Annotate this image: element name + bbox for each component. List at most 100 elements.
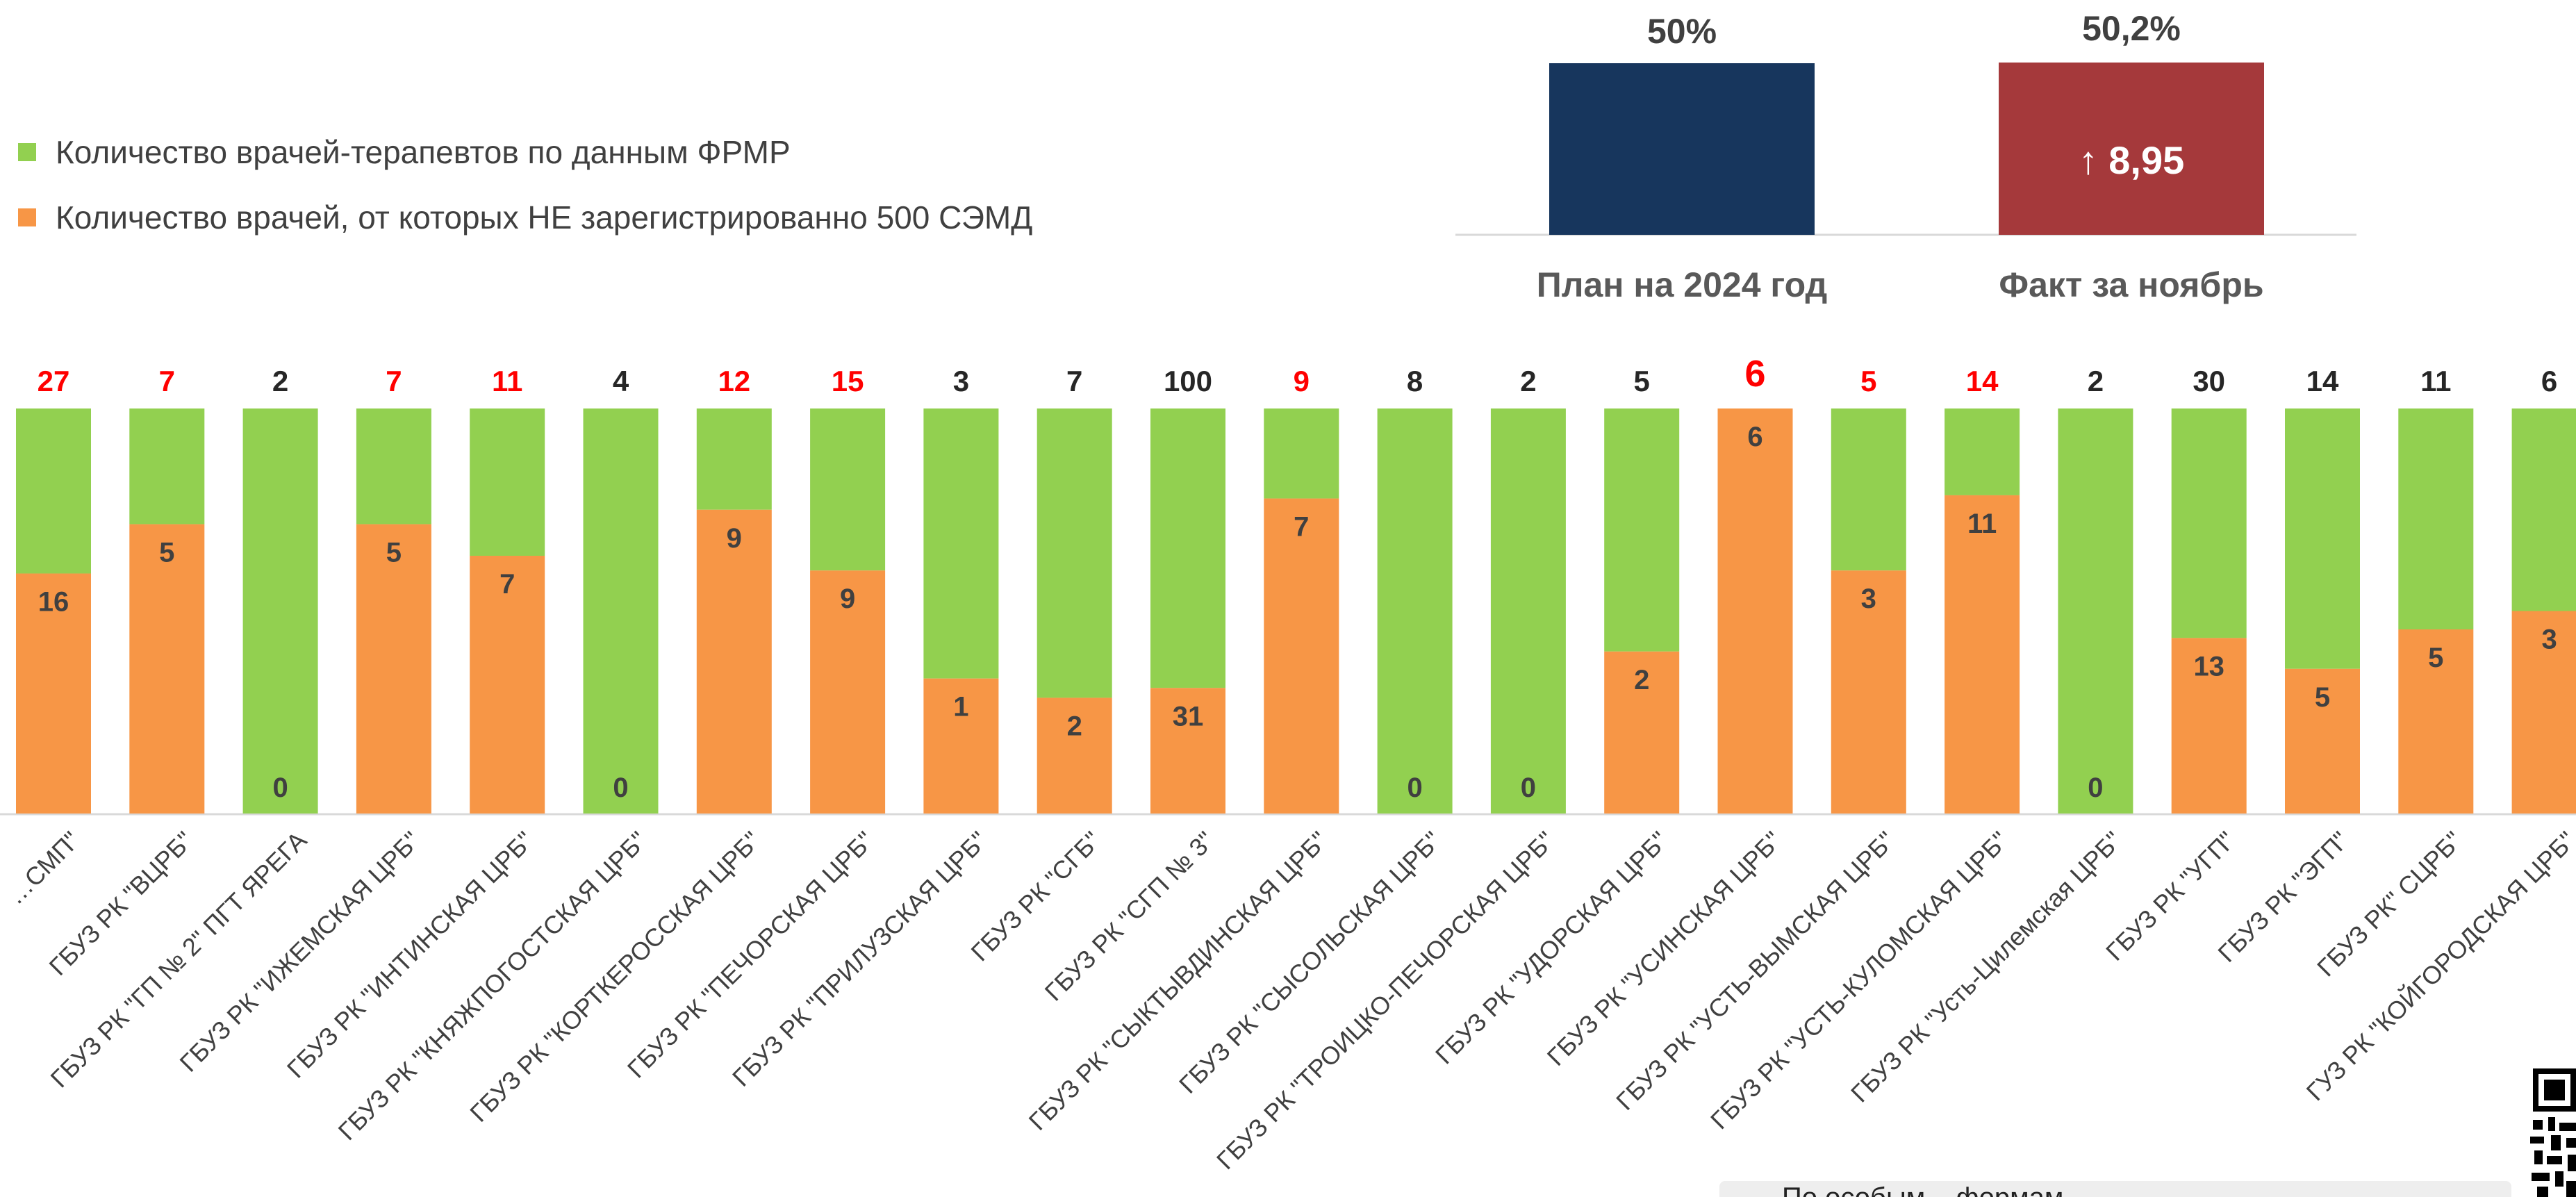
data-label-no-semd: 5 [2315, 682, 2330, 713]
data-label-no-semd: 7 [499, 569, 515, 600]
category-label: ГБУЗ РК "ИЖЕМСКАЯ ЦРБ" [174, 826, 425, 1078]
bar-segment-no-semd [1604, 651, 1680, 814]
total-label: 2 [1520, 365, 1536, 397]
data-label-no-semd: 31 [1173, 701, 1204, 732]
data-label-no-semd: 0 [272, 773, 288, 803]
bar-segment-no-semd [696, 509, 772, 814]
bar-segment-total [2285, 408, 2360, 669]
bar-segment-no-semd [1264, 498, 1339, 814]
data-label-no-semd: 9 [840, 584, 855, 614]
bar-segment-total [2511, 408, 2576, 611]
legend-swatch-orange [18, 208, 36, 226]
total-label: 27 [38, 365, 70, 397]
bar-segment-no-semd [1945, 495, 2020, 814]
qr-code-icon [2530, 1068, 2576, 1197]
category-label: ГБУЗ РК "УДОРСКАЯ ЦРБ" [1430, 826, 1674, 1070]
data-label-no-semd: 5 [159, 538, 174, 568]
bar-segment-total [1604, 408, 1680, 652]
bar-segment-total [2171, 408, 2247, 638]
data-label-no-semd: 7 [1294, 512, 1309, 543]
plan-category-label: План на 2024 год [1537, 265, 1827, 304]
plan-value-label: 50% [1647, 12, 1717, 51]
bar-segment-no-semd [2398, 629, 2474, 814]
data-label-no-semd: 5 [2428, 643, 2443, 673]
category-label: …СМП" [1, 826, 85, 910]
legend-item-orange: Количество врачей, от которых НЕ зарегис… [18, 199, 1032, 236]
legend-item-green: Количество врачей-терапевтов по данным Ф… [18, 133, 791, 171]
bar-segment-no-semd [2171, 638, 2247, 814]
footer-note-box: По особым... формам ... ... ... ... [1719, 1181, 2511, 1197]
bar-segment-no-semd [1717, 408, 1793, 814]
total-label: 3 [953, 365, 969, 397]
total-label: 14 [1966, 365, 1999, 397]
total-label: 15 [832, 365, 864, 397]
total-label: 9 [1294, 365, 1310, 397]
legend-label-orange: Количество врачей, от которых НЕ зарегис… [56, 199, 1033, 236]
bar-segment-total [923, 408, 999, 679]
category-label: ГБУЗ РК "УСИНСКАЯ ЦРБ" [1542, 826, 1787, 1071]
bar-segment-no-semd [923, 678, 999, 814]
bar-segment-total [16, 408, 91, 574]
bar-segment-no-semd [470, 556, 545, 814]
total-label: 2 [2088, 365, 2104, 397]
bar-segment-total [2398, 408, 2474, 629]
fact-bar [1999, 63, 2264, 235]
bar-segment-no-semd [2285, 668, 2360, 814]
data-label-no-semd: 5 [386, 538, 402, 568]
data-label-no-semd: 6 [1747, 422, 1762, 452]
data-label-no-semd: 3 [2541, 625, 2557, 655]
category-label: ГБУЗ РК "ПРИЛУЗСКАЯ ЦРБ" [727, 826, 993, 1092]
category-label: ГБУЗ РК "ПЕЧОРСКАЯ ЦРБ" [622, 826, 880, 1084]
bar-segment-no-semd [810, 570, 886, 814]
total-label: 5 [1634, 365, 1650, 397]
bar-segment-no-semd [1037, 697, 1112, 814]
data-label-no-semd: 11 [1967, 509, 1997, 539]
bar-segment-total [129, 408, 205, 525]
fact-value-label: 50,2% [2082, 9, 2181, 48]
total-label: 11 [492, 365, 522, 397]
bar-segment-total [2058, 408, 2133, 814]
bar-segment-no-semd [1831, 570, 1906, 814]
total-label: 11 [2420, 365, 2451, 397]
bar-segment-total [583, 408, 659, 814]
total-label: 12 [718, 365, 750, 397]
bar-segment-total [1377, 408, 1453, 814]
category-label: ГБУЗ РК "ИНТИНСКАЯ ЦРБ" [281, 826, 539, 1084]
bar-segment-total [356, 408, 431, 525]
data-label-no-semd: 3 [1861, 584, 1876, 614]
bar-segment-total [1037, 408, 1112, 698]
total-label: 30 [2193, 365, 2225, 397]
total-label: 100 [1164, 365, 1212, 397]
bar-segment-no-semd [356, 524, 431, 814]
total-label: 8 [1407, 365, 1423, 397]
fact-delta-label: ↑ 8,95 [2079, 138, 2185, 182]
bar-segment-total [696, 408, 772, 510]
data-label-no-semd: 1 [953, 692, 968, 723]
total-label: 14 [2306, 365, 2339, 397]
data-label-no-semd: 0 [2088, 773, 2103, 803]
bar-segment-total [1264, 408, 1339, 499]
footer-note-text: По особым... формам ... ... ... ... [1782, 1182, 2187, 1197]
bar-segment-total [1945, 408, 2020, 495]
total-label: 5 [1860, 365, 1876, 397]
total-label: 7 [1066, 365, 1082, 397]
bar-segment-total [470, 408, 545, 556]
bar-segment-total [1831, 408, 1906, 571]
bar-segment-no-semd [129, 524, 205, 814]
legend-label-green: Количество врачей-терапевтов по данным Ф… [56, 134, 791, 170]
data-label-no-semd: 2 [1634, 665, 1649, 695]
bar-segment-total [1490, 408, 1566, 814]
data-label-no-semd: 9 [727, 523, 742, 554]
bar-segment-no-semd [1150, 688, 1225, 814]
data-label-no-semd: 2 [1067, 711, 1082, 741]
bar-segment-no-semd [16, 573, 91, 814]
plan-bar [1549, 63, 1815, 235]
total-label: 7 [159, 365, 175, 397]
total-label: 6 [1744, 353, 1765, 395]
data-label-no-semd: 0 [1521, 773, 1536, 803]
data-label-no-semd: 13 [2193, 651, 2224, 682]
legend-swatch-green [18, 143, 36, 161]
data-label-no-semd: 0 [1407, 773, 1422, 803]
